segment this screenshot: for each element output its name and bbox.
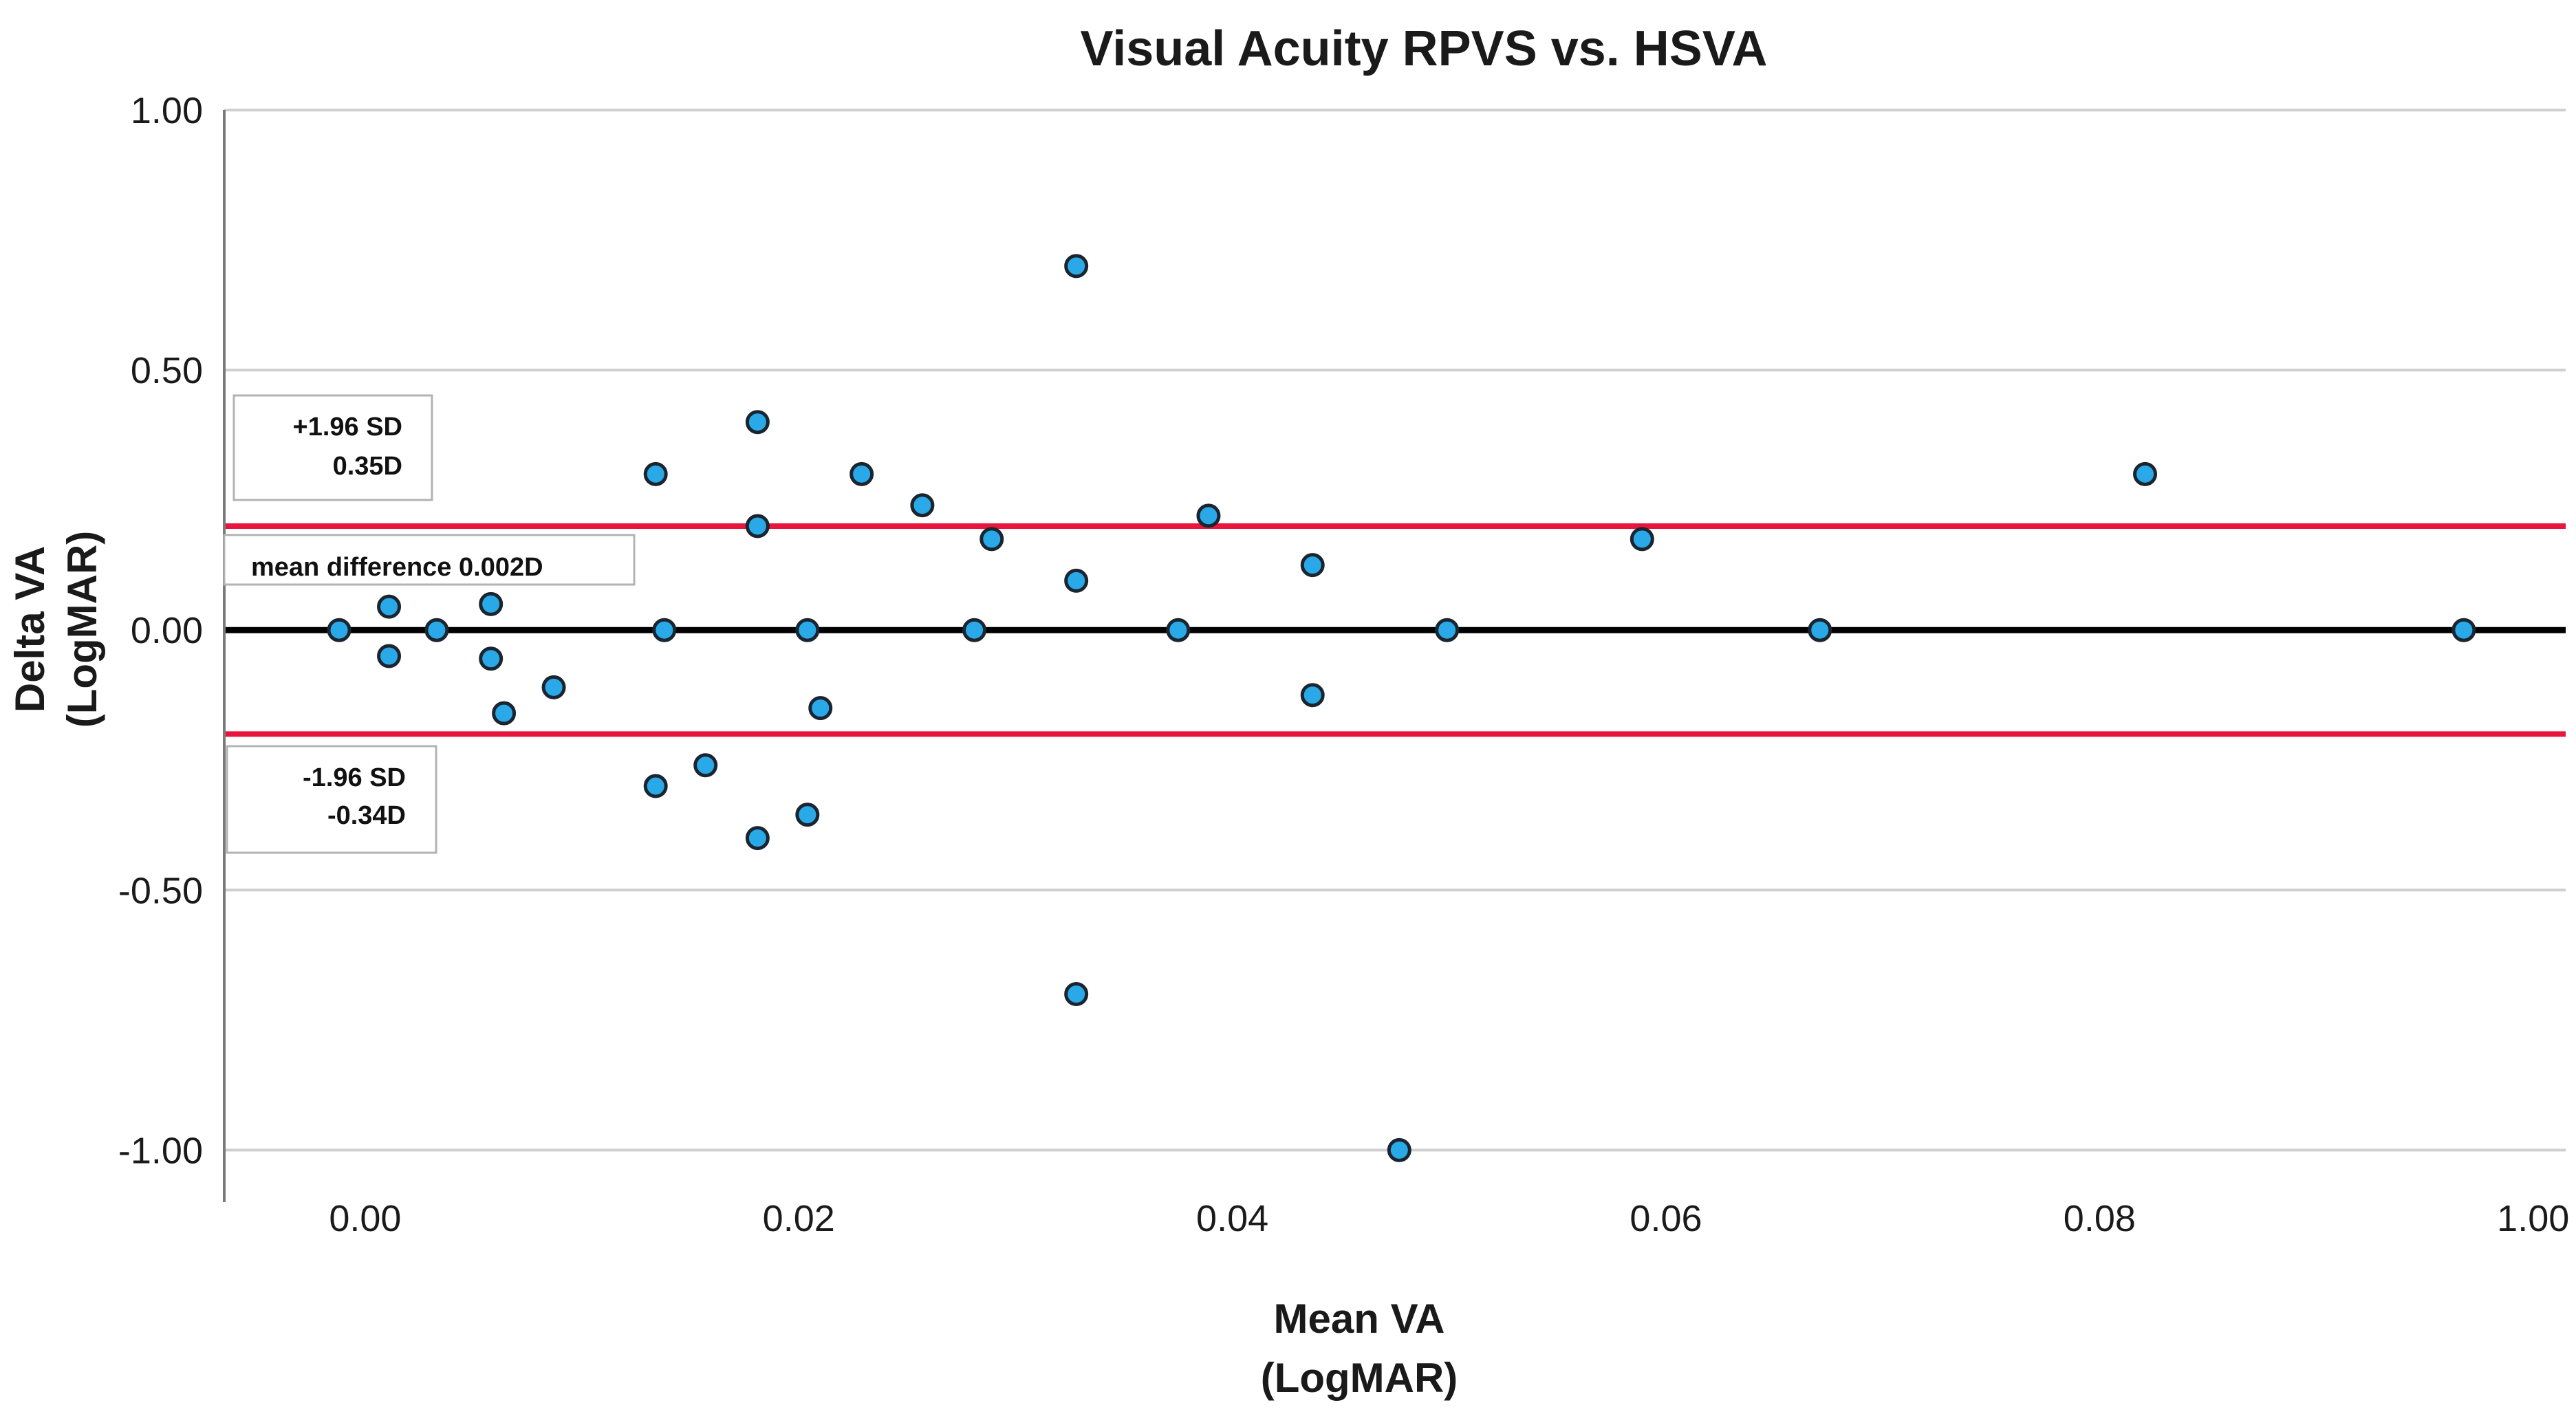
- x-tick-label: 0.04: [1196, 1198, 1268, 1239]
- data-point: [492, 701, 517, 726]
- y-tick-labels: 1.00 0.50 0.00 -0.50 -1.00: [118, 90, 203, 1171]
- x-axis-title-line2: (LogMAR): [1261, 1355, 1458, 1401]
- data-point: [979, 527, 1004, 552]
- data-point: [745, 514, 770, 538]
- mean-box: [223, 534, 636, 586]
- x-tick-label: 0.00: [329, 1198, 401, 1239]
- data-point: [795, 803, 820, 827]
- upper-sd-value: 0.35D: [333, 452, 402, 481]
- x-tick-label: 1.00: [2497, 1198, 2569, 1239]
- data-point: [2133, 461, 2158, 486]
- data-point: [1064, 982, 1089, 1007]
- data-point: [1064, 568, 1089, 593]
- x-tick-label: 0.06: [1630, 1198, 1702, 1239]
- data-point: [693, 753, 718, 778]
- y-tick-label: 0.50: [131, 350, 203, 391]
- chart-title: Visual Acuity RPVS vs. HSVA: [1080, 21, 1767, 76]
- reference-lines: [224, 523, 2566, 737]
- data-point: [2451, 618, 2476, 642]
- lower-sd-box: [226, 745, 437, 854]
- data-point: [541, 675, 566, 699]
- upper-sd-annotation: +1.96 SD 0.35D: [232, 394, 433, 501]
- upper-sd-box: [232, 394, 433, 501]
- y-tick-label: -0.50: [118, 870, 203, 911]
- lower-sd-value: -0.34D: [327, 801, 406, 830]
- data-point: [1166, 618, 1191, 642]
- data-point: [910, 493, 935, 518]
- data-point: [643, 774, 668, 798]
- x-tick-label: 0.08: [2064, 1198, 2136, 1239]
- y-tick-label: 1.00: [131, 90, 203, 131]
- data-point: [1630, 527, 1654, 552]
- data-point: [849, 461, 874, 486]
- data-point: [808, 696, 833, 721]
- data-point: [424, 618, 449, 642]
- x-tick-labels: 0.00 0.02 0.04 0.06 0.08 1.00: [329, 1198, 2569, 1239]
- data-point: [377, 594, 402, 619]
- data-point: [795, 618, 820, 642]
- mean-difference-label: mean difference 0.002D: [251, 553, 543, 582]
- data-point: [1387, 1137, 1411, 1162]
- data-point: [327, 618, 351, 642]
- data-point: [1300, 683, 1325, 708]
- y-tick-label: -1.00: [118, 1130, 203, 1171]
- data-point: [1300, 553, 1325, 578]
- data-point: [377, 644, 402, 668]
- data-point: [652, 618, 677, 642]
- data-point: [1196, 503, 1221, 528]
- data-point: [962, 618, 987, 642]
- lower-sd-label: -1.96 SD: [303, 763, 406, 792]
- data-point: [745, 410, 770, 435]
- x-tick-label: 0.02: [763, 1198, 835, 1239]
- y-tick-label: 0.00: [131, 610, 203, 651]
- data-point: [1064, 254, 1089, 279]
- data-point: [745, 826, 770, 851]
- x-axis-title-line1: Mean VA: [1274, 1296, 1445, 1342]
- data-point: [643, 461, 668, 486]
- y-axis-title-line2: (LogMAR): [59, 531, 105, 728]
- data-point: [1808, 618, 1832, 642]
- upper-sd-label: +1.96 SD: [293, 413, 403, 442]
- lower-sd-annotation: -1.96 SD -0.34D: [226, 745, 437, 854]
- data-point: [1435, 618, 1460, 642]
- data-points: [327, 254, 2476, 1162]
- data-point: [479, 646, 504, 671]
- data-point: [479, 591, 504, 616]
- y-axis-title-line1: Delta VA: [7, 546, 53, 712]
- mean-annotation: mean difference 0.002D: [223, 534, 636, 586]
